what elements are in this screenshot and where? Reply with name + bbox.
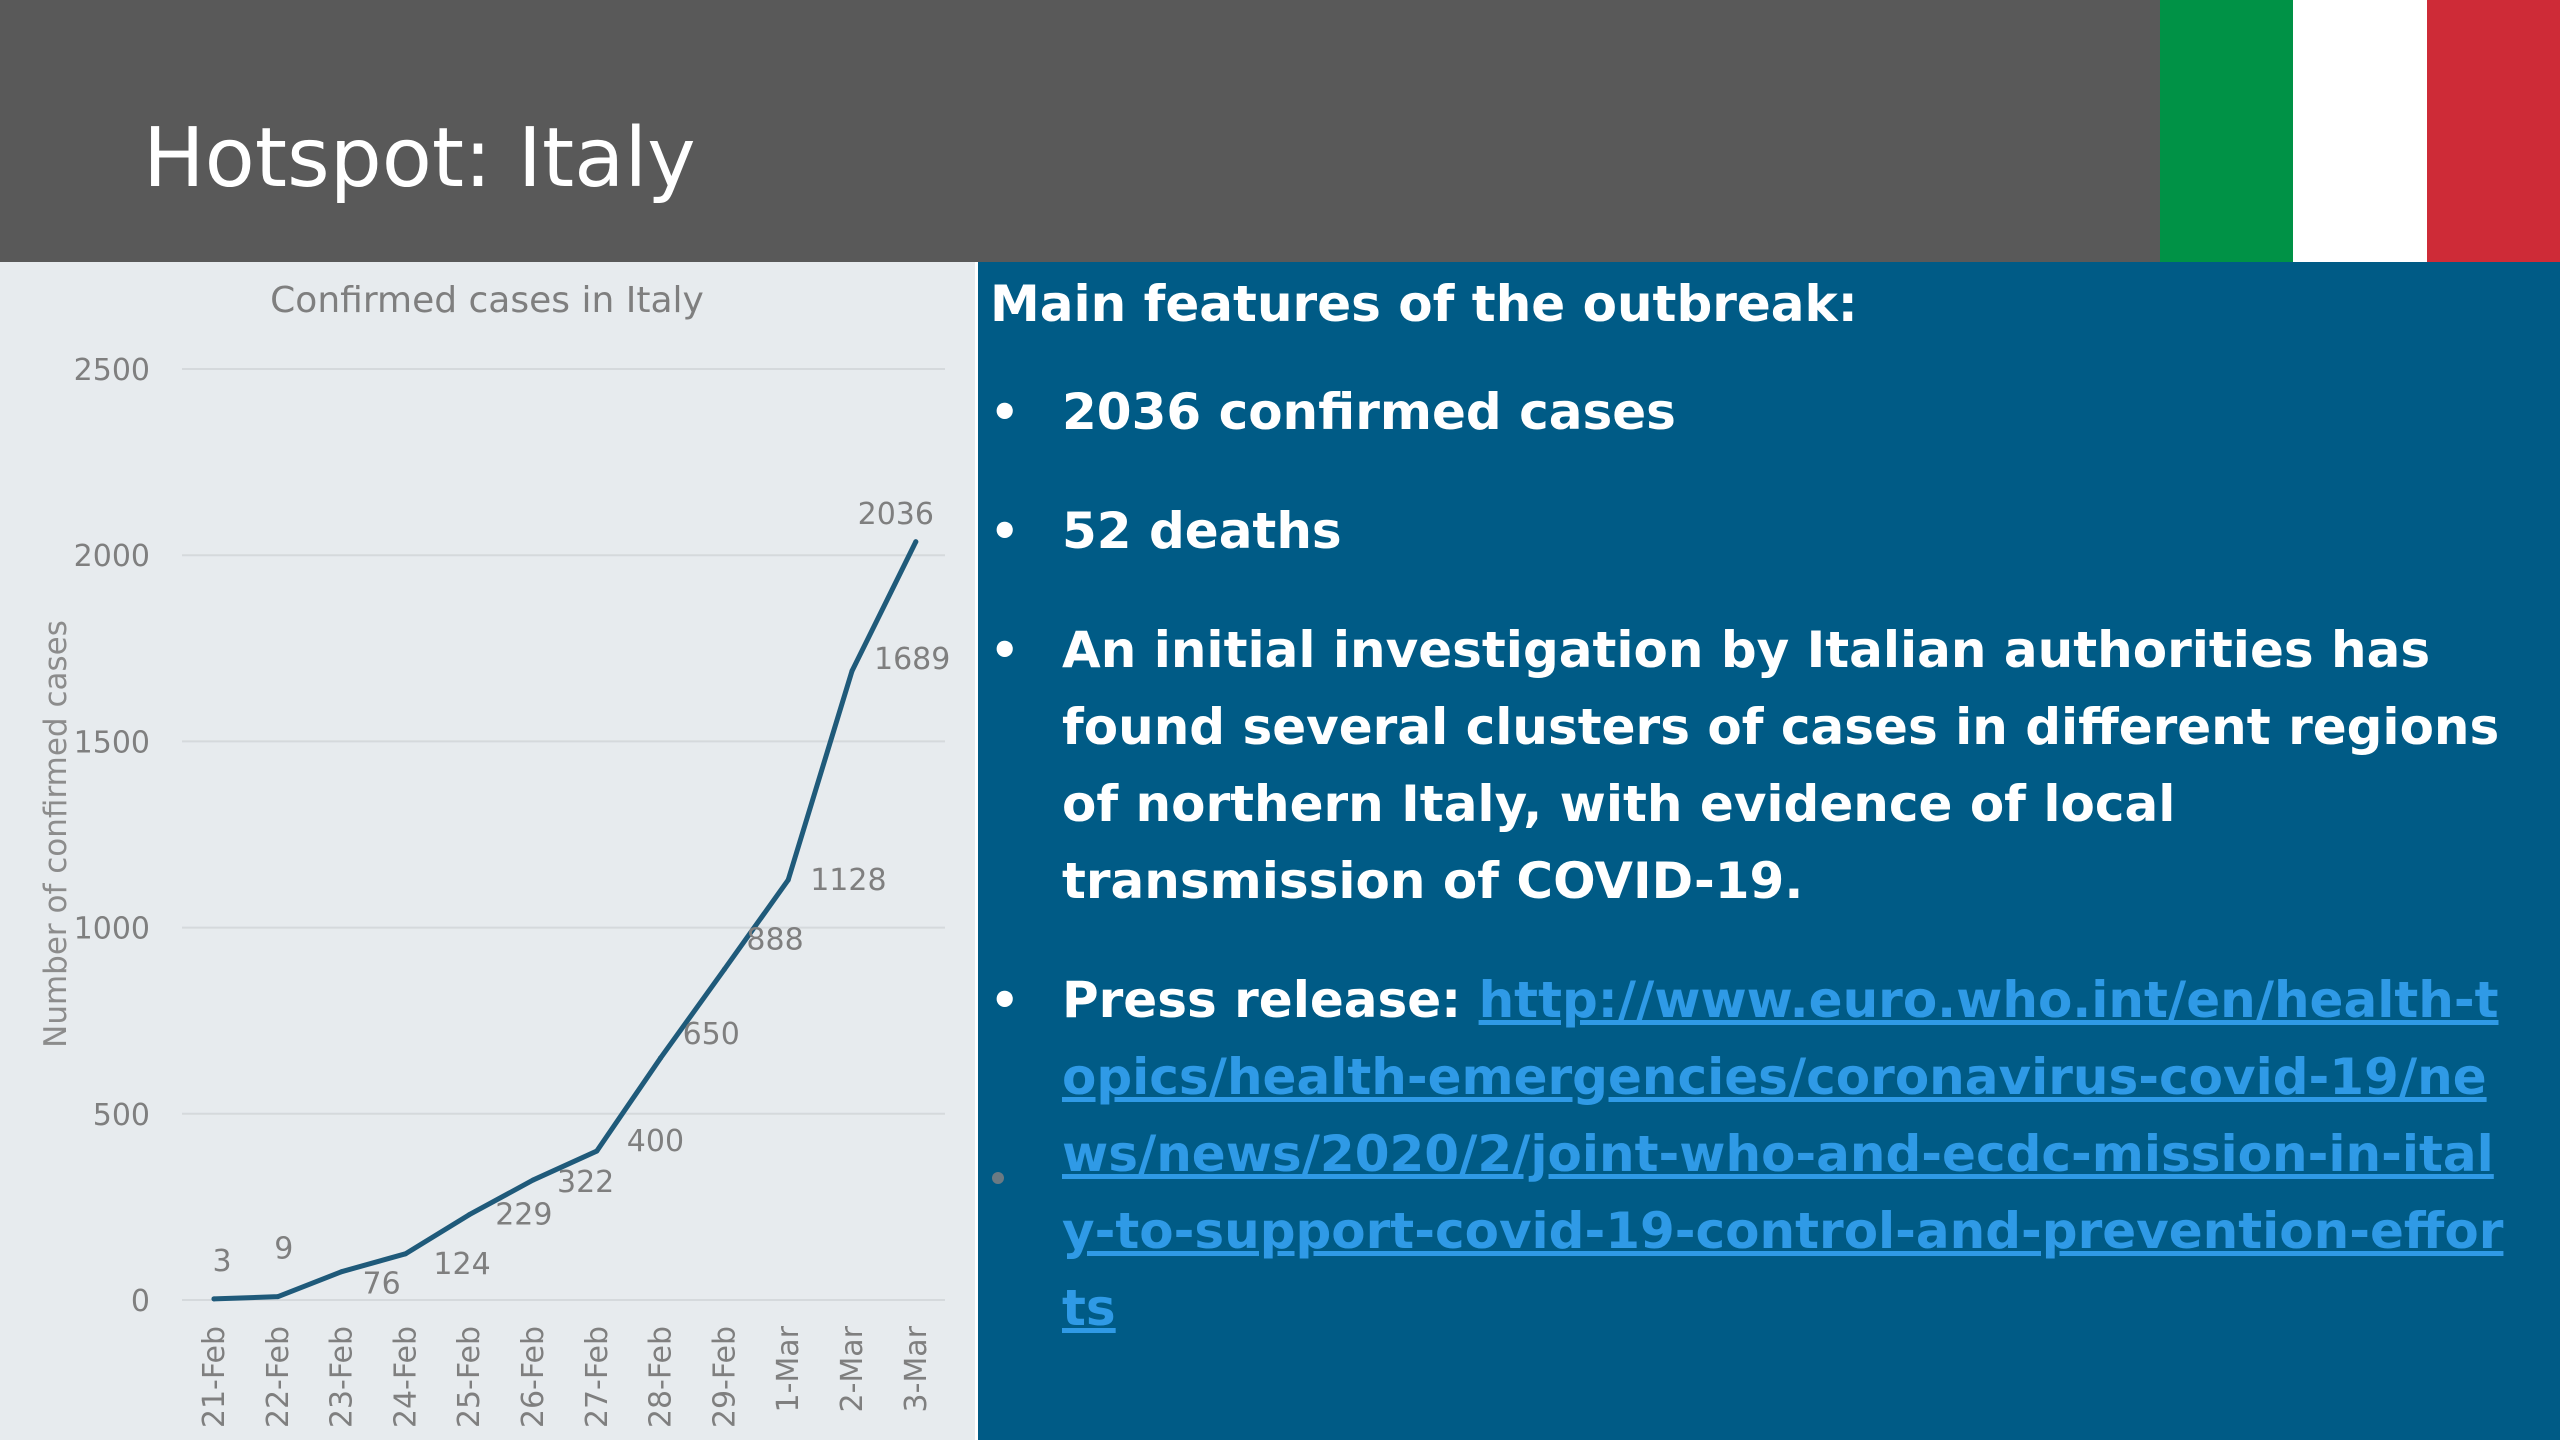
series-line [211,539,919,1302]
data-label: 76 [363,1267,401,1302]
data-point [339,1269,345,1275]
y-tick-label: 1500 [74,725,150,760]
bullet-text: An initial investigation by Italian auth… [1062,621,2500,910]
y-axis-label: Number of confirmed cases [38,620,74,1048]
flag-stripe-red [2426,0,2560,262]
data-point [785,877,791,883]
data-label: 400 [627,1124,684,1159]
bullet-deaths: • 52 deaths [978,493,2560,570]
data-point [658,1055,664,1061]
data-point [211,1296,217,1302]
data-point [721,966,727,972]
confirmed-cases-chart: Confirmed cases in Italy Number of confir… [38,280,950,1428]
x-tick-label: 26-Feb [516,1326,551,1428]
flag-stripe-green [2160,0,2294,262]
bullet-dot-icon: • [990,623,1020,677]
y-tick-label: 0 [131,1284,150,1319]
bullet-dot-icon: • [990,504,1020,558]
x-tick-label: 24-Feb [388,1326,423,1428]
bullet-text: 2036 confirmed cases [1062,383,1676,441]
data-label: 124 [433,1247,490,1282]
data-point [275,1294,281,1300]
slide-title: Hotspot: Italy [143,111,696,206]
press-release-link[interactable]: http://www.euro.who.int/en/health-topics… [1062,971,2504,1337]
italy-flag [2160,0,2560,262]
data-point [402,1251,408,1257]
press-release-label: Press release: [1062,971,1479,1029]
chart-title: Confirmed cases in Italy [270,280,704,321]
slide-header: Hotspot: Italy [0,0,2560,262]
y-tick-label: 2500 [74,353,150,388]
data-label: 2036 [858,497,934,532]
data-label: 888 [746,922,803,957]
x-tick-label: 28-Feb [644,1326,679,1428]
outbreak-features-panel: Main features of the outbreak: • 2036 co… [975,262,2560,1440]
data-point [530,1177,536,1183]
x-tick-label: 29-Feb [707,1326,742,1428]
data-label: 650 [683,1017,740,1052]
x-tick-label: 21-Feb [197,1326,232,1428]
x-tick-label: 25-Feb [452,1326,487,1428]
y-tick-label: 2000 [74,539,150,574]
bullet-dot-icon: • [990,973,1020,1027]
x-tick-label: 23-Feb [325,1326,360,1428]
data-point [466,1212,472,1218]
data-label: 229 [495,1198,552,1233]
data-label: 3 [212,1244,231,1279]
bullet-text: 52 deaths [1062,502,1342,560]
data-label: 9 [274,1232,293,1267]
y-tick-label: 500 [93,1098,150,1133]
bullet-confirmed-cases: • 2036 confirmed cases [978,374,2560,451]
y-tick-label: 1000 [74,912,150,947]
x-tick-label: 3-Mar [899,1325,934,1412]
chart-panel: Confirmed cases in Italy Number of confir… [0,262,975,1440]
x-tick-label: 27-Feb [580,1326,615,1428]
x-tick-label: 1-Mar [771,1325,806,1412]
bullet-dot-icon: • [990,385,1020,439]
data-point [849,668,855,674]
flag-stripe-white [2293,0,2427,262]
bullet-investigation: • An initial investigation by Italian au… [978,612,2560,920]
x-tick-label: 22-Feb [261,1326,296,1428]
data-label: 1128 [810,863,886,898]
data-point [913,539,919,545]
outbreak-bullet-list: • 2036 confirmed cases • 52 deaths • An … [978,374,2560,1389]
empty-bullet-dot-icon [992,1172,1004,1184]
data-label: 322 [557,1165,614,1200]
data-point [594,1148,600,1154]
outbreak-heading: Main features of the outbreak: [990,275,1858,333]
x-tick-label: 2-Mar [835,1325,870,1412]
data-label: 1689 [874,642,950,677]
bullet-press-release: • Press release: http://www.euro.who.int… [978,962,2560,1347]
